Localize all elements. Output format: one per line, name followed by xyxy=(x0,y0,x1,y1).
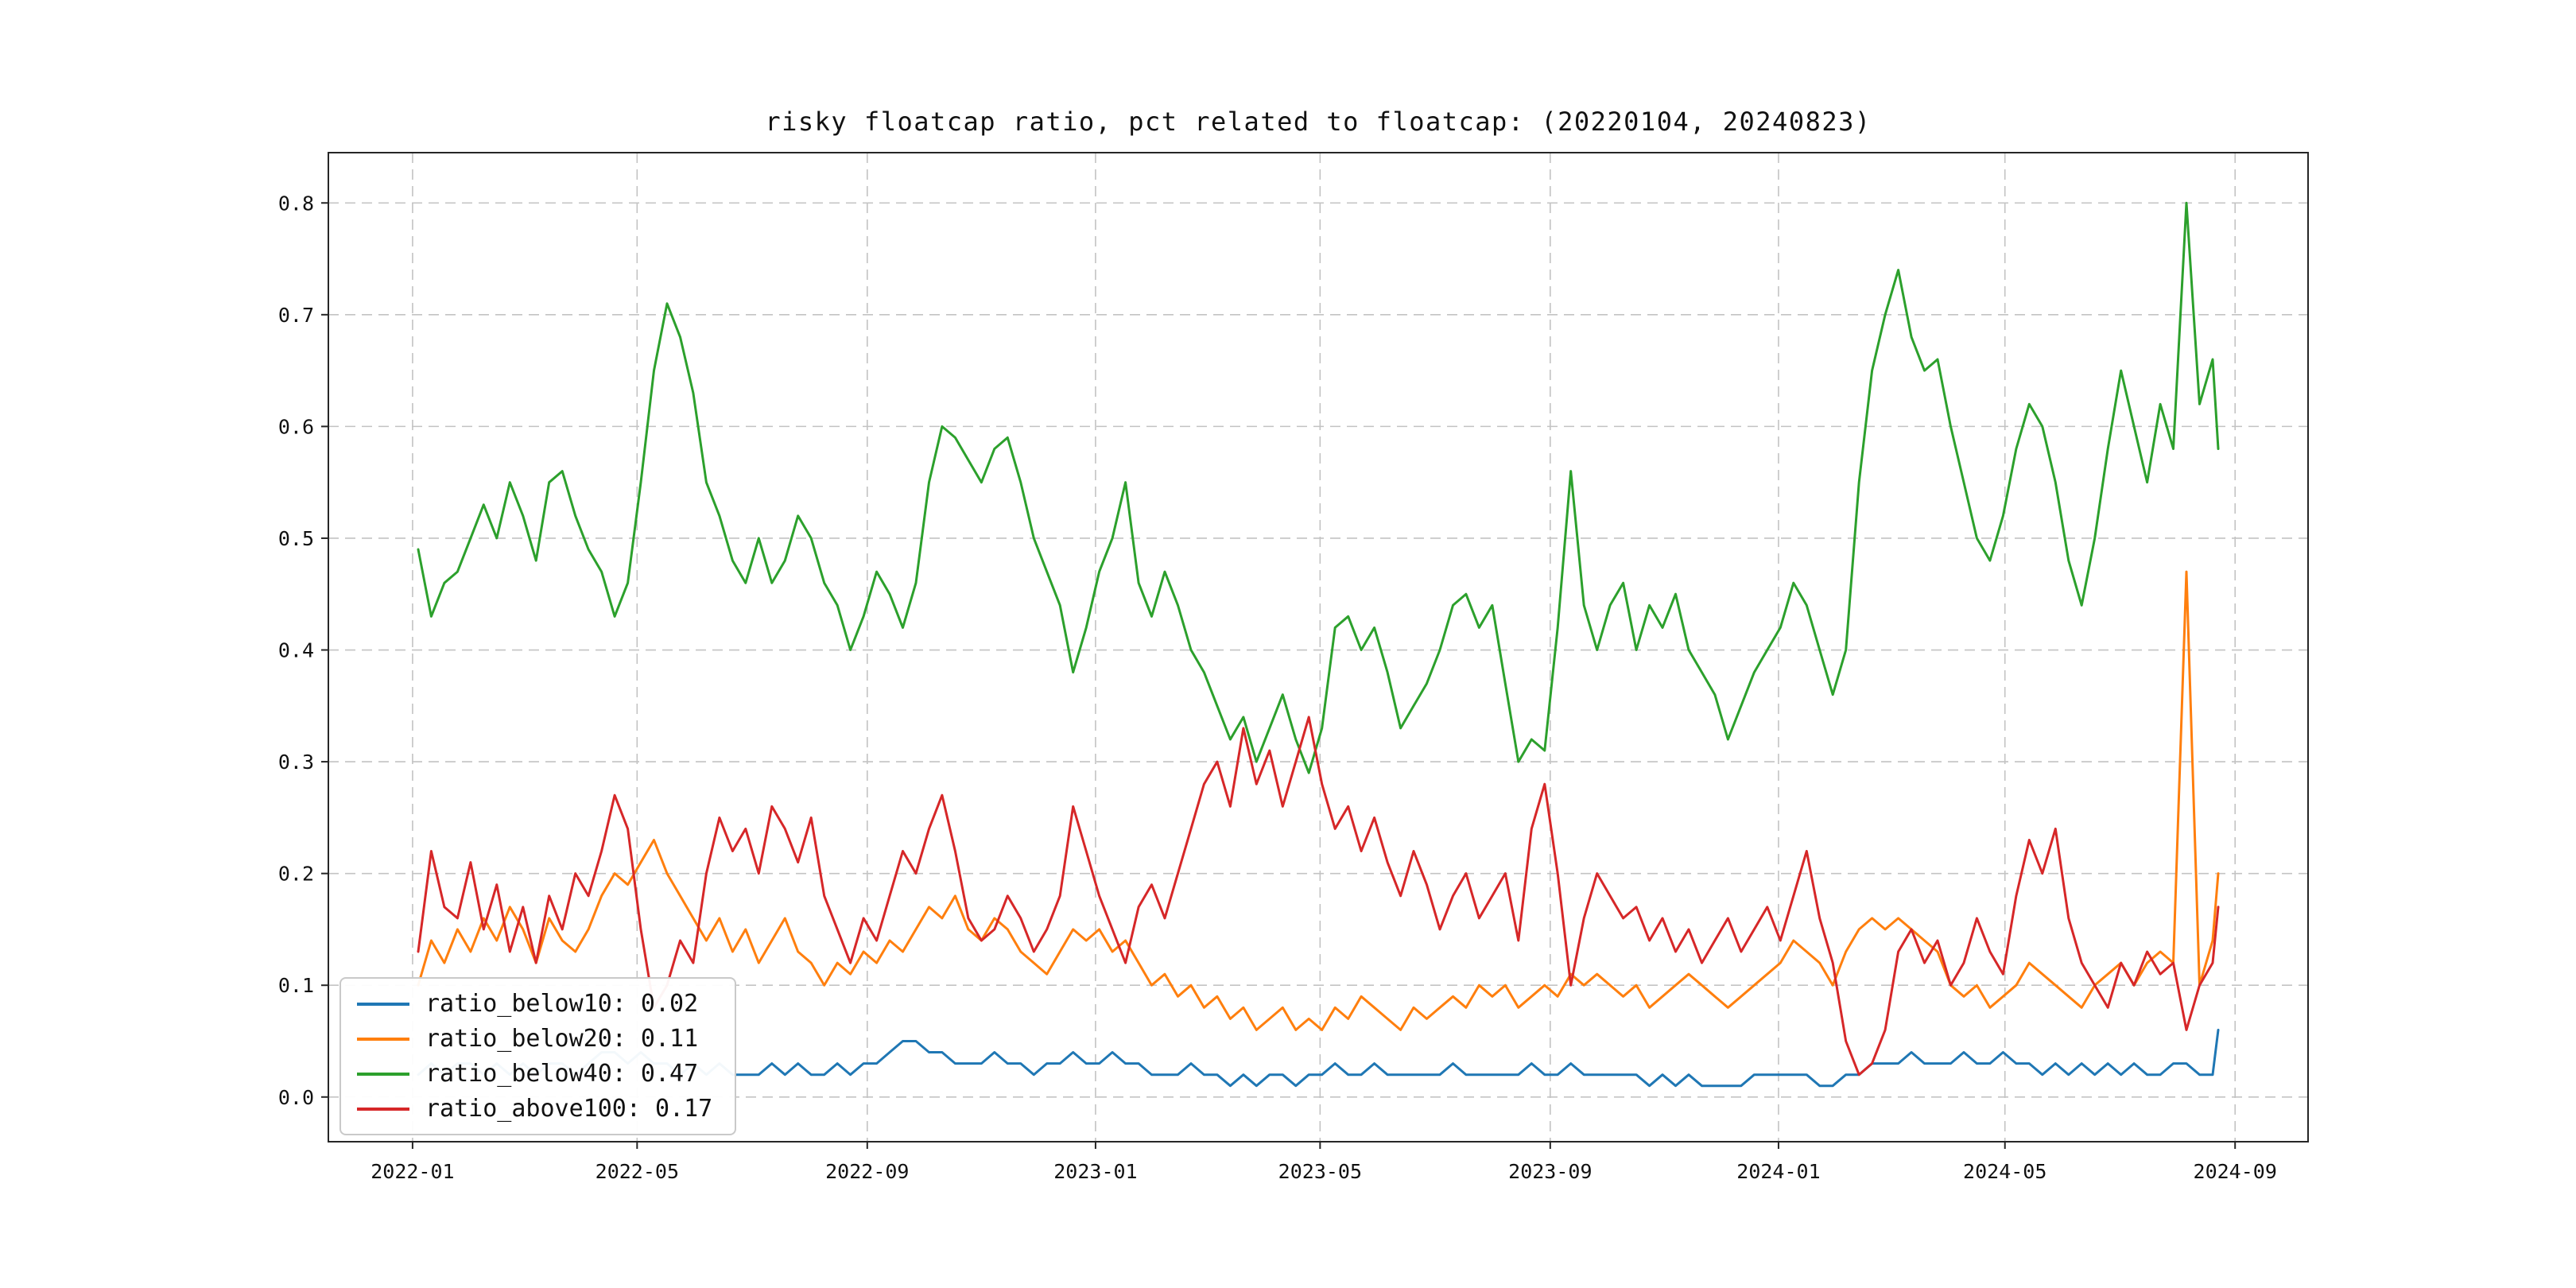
series-line-ratio_below40 xyxy=(417,201,2220,774)
y-tick-label: 0.2 xyxy=(278,863,314,886)
x-tick-label: 2022-09 xyxy=(825,1160,909,1183)
x-tick-label: 2024-05 xyxy=(1963,1160,2046,1183)
plot-border xyxy=(328,152,2309,1143)
y-tick-label: 0.7 xyxy=(278,304,314,327)
y-tick-label: 0.6 xyxy=(278,415,314,438)
legend-label-ratio-below40: ratio_below40: 0.47 xyxy=(425,1060,699,1088)
legend-label-ratio-above100: ratio_above100: 0.17 xyxy=(425,1095,713,1123)
y-tick-label: 0.8 xyxy=(278,192,314,215)
y-tick-label: 0.1 xyxy=(278,974,314,997)
y-tick-label: 0.0 xyxy=(278,1086,314,1109)
legend-label-ratio-below20: ratio_below20: 0.11 xyxy=(425,1025,699,1053)
series-line-ratio_below20 xyxy=(417,570,2220,1031)
legend-swatch-ratio-above100 xyxy=(357,1107,409,1111)
chart-title: risky floatcap ratio, pct related to flo… xyxy=(765,107,1872,137)
x-tick-label: 2023-01 xyxy=(1053,1160,1137,1183)
x-tick-label: 2022-01 xyxy=(370,1160,454,1183)
x-tick-label: 2022-05 xyxy=(596,1160,679,1183)
y-tick-label: 0.3 xyxy=(278,751,314,774)
series-line-ratio_above100 xyxy=(417,716,2220,1077)
x-tick-label: 2023-09 xyxy=(1508,1160,1592,1183)
legend-item: ratio_above100: 0.17 xyxy=(357,1095,712,1123)
x-tick-label: 2024-09 xyxy=(2194,1160,2277,1183)
legend-swatch-ratio-below40 xyxy=(357,1072,409,1076)
legend-swatch-ratio-below20 xyxy=(357,1037,409,1041)
legend-item: ratio_below40: 0.47 xyxy=(357,1060,712,1088)
x-tick-label: 2024-01 xyxy=(1736,1160,1820,1183)
legend: ratio_below10: 0.02 ratio_below20: 0.11 … xyxy=(339,977,737,1135)
legend-item: ratio_below20: 0.11 xyxy=(357,1025,712,1053)
y-tick-label: 0.5 xyxy=(278,527,314,550)
y-tick-label: 0.4 xyxy=(278,639,314,662)
x-tick-label: 2023-05 xyxy=(1278,1160,1362,1183)
legend-swatch-ratio-below10 xyxy=(357,1002,409,1006)
legend-label-ratio-below10: ratio_below10: 0.02 xyxy=(425,990,699,1018)
legend-item: ratio_below10: 0.02 xyxy=(357,990,712,1018)
plot-area: 2022-01 2022-05 2022-09 2023-01 2023-05 2023-… xyxy=(278,152,2309,1183)
